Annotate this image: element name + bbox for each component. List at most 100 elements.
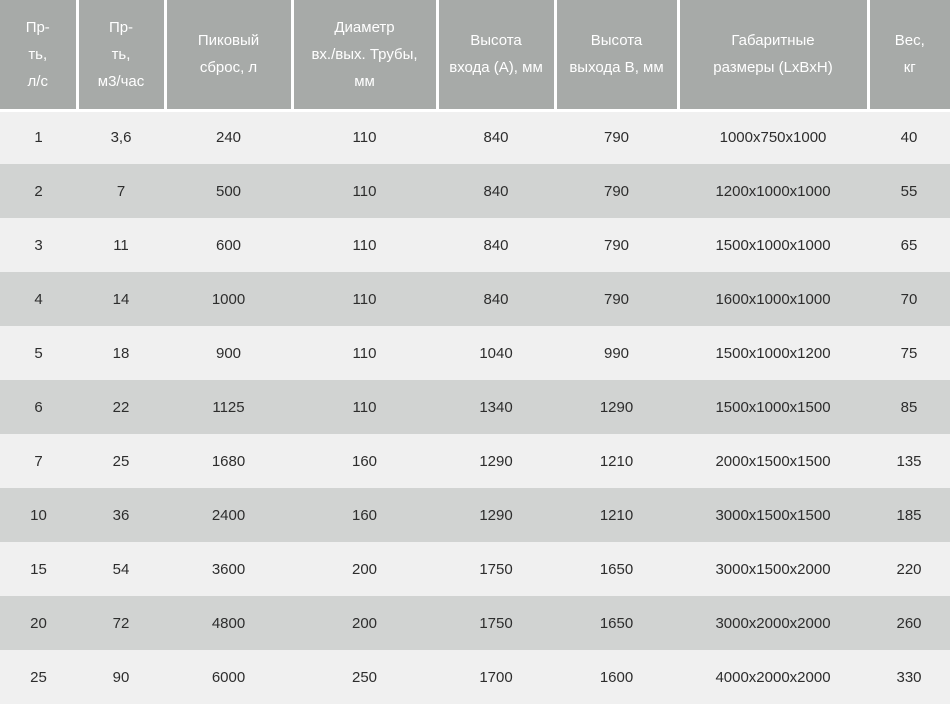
table-cell-flow-m3h: 25 [112,452,130,470]
table-cell-inlet-height: 840 [483,236,509,254]
column-header-weight: Вес, кг [866,0,950,112]
table-row: 20 72 4800 200 1750 1650 3000x2000x2000 260 [0,596,950,650]
table-cell-weight: 70 [900,290,918,308]
table-cell-outlet-height: 1600 [599,668,634,686]
table-cell-flow-m3h: 11 [113,236,129,254]
table-row: 2 7 500 110 840 790 1200x1000x1000 55 [0,164,950,218]
table-cell-dimensions: 1500x1000x1000 [715,236,831,254]
column-header-pipe-diameter: Диаметр вх./вых. Трубы, мм [290,0,437,112]
header-row: Пр- ть, л/с Пр- ть, м3/час Пиковый сброс, … [0,0,950,112]
table-cell-dimensions: 1600x1000x1000 [715,290,831,308]
table-row: 7 25 1680 160 1290 1210 2000x1500x1500 135 [0,434,950,488]
table-cell-dimensions: 3000x2000x2000 [715,614,831,632]
table-cell-outlet-height: 790 [603,236,630,254]
column-header-dimensions: Габаритные размеры (LxBxH) [676,0,868,112]
table-cell-peak-discharge: 4800 [211,614,246,632]
column-header-peak-discharge: Пиковый сброс, л [163,0,292,112]
table-cell-dimensions: 1500x1000x1500 [715,398,831,416]
table-cell-peak-discharge: 1680 [211,452,246,470]
table-cell-flow-m3h: 90 [112,668,130,686]
table-header: Пр- ть, л/с Пр- ть, м3/час Пиковый сброс, … [0,0,950,112]
table-cell-peak-discharge: 900 [215,344,242,362]
table-cell-peak-discharge: 1125 [212,398,245,416]
table-cell-weight: 220 [896,560,922,578]
table-cell-outlet-height: 1290 [599,398,634,416]
table-cell-flow-ls: 15 [30,560,47,578]
table-cell-inlet-height: 1040 [479,344,513,362]
table-cell-pipe-diameter: 160 [351,452,378,470]
table-cell-outlet-height: 990 [603,344,630,362]
table-cell-flow-ls: 10 [30,506,47,524]
table-cell-weight: 185 [896,506,922,524]
table-cell-pipe-diameter: 110 [352,290,377,308]
table-cell-inlet-height: 1290 [479,452,513,470]
table-cell-flow-ls: 7 [34,452,43,470]
table-cell-dimensions: 4000x2000x2000 [715,668,831,686]
table-cell-peak-discharge: 6000 [211,668,246,686]
table-cell-pipe-diameter: 110 [352,182,377,200]
table-cell-pipe-diameter: 200 [351,614,378,632]
table-cell-outlet-height: 1650 [599,560,634,578]
table-cell-inlet-height: 840 [483,129,509,147]
table-cell-flow-ls: 20 [30,614,47,632]
table-cell-flow-m3h: 14 [112,290,130,308]
table-row: 10 36 2400 160 1290 1210 3000x1500x1500 185 [0,488,950,542]
table-cell-weight: 85 [900,398,918,416]
table-row: 6 22 1125 110 1340 1290 1500x1000x1500 85 [0,380,950,434]
table-cell-pipe-diameter: 110 [352,344,377,362]
table-cell-outlet-height: 1650 [599,614,634,632]
table-cell-flow-ls: 2 [34,182,43,200]
table-cell-inlet-height: 1700 [479,668,513,686]
table-cell-peak-discharge: 600 [215,236,242,254]
table-cell-outlet-height: 1210 [599,452,634,470]
table-cell-pipe-diameter: 110 [352,236,377,254]
table-cell-pipe-diameter: 110 [352,398,377,416]
table-cell-inlet-height: 1750 [479,560,513,578]
table-cell-flow-ls: 5 [34,344,43,362]
table-row: 3 11 600 110 840 790 1500x1000x1000 65 [0,218,950,272]
table-cell-weight: 330 [896,668,922,686]
table-cell-flow-m3h: 18 [112,344,130,362]
table-cell-flow-ls: 3 [34,236,43,254]
table-cell-inlet-height: 1290 [479,506,513,524]
table-cell-peak-discharge: 1000 [211,290,246,308]
table-cell-dimensions: 1200x1000x1000 [715,182,831,200]
table-cell-dimensions: 3000x1500x1500 [715,506,831,524]
table-cell-flow-ls: 1 [34,129,43,147]
table-cell-pipe-diameter: 110 [352,129,377,147]
table-cell-outlet-height: 1210 [599,506,634,524]
table-row: 15 54 3600 200 1750 1650 3000x1500x2000 220 [0,542,950,596]
table-cell-flow-m3h: 7 [116,182,126,200]
column-header-outlet-height: Высота выхода В, мм [553,0,678,112]
table-cell-flow-m3h: 3,6 [110,129,132,147]
table-cell-inlet-height: 840 [483,290,509,308]
table-cell-pipe-diameter: 200 [351,560,378,578]
table-cell-outlet-height: 790 [603,182,630,200]
table-cell-pipe-diameter: 250 [351,668,378,686]
table-cell-dimensions: 1000x750x1000 [719,129,827,147]
table-row: 25 90 6000 250 1700 1600 4000x2000x2000 330 [0,650,950,704]
table-cell-flow-ls: 6 [34,398,43,416]
table-cell-dimensions: 1500x1000x1200 [715,344,831,362]
table-cell-dimensions: 2000x1500x1500 [715,452,831,470]
table-cell-inlet-height: 1750 [479,614,513,632]
table-cell-peak-discharge: 500 [215,182,242,200]
table-cell-flow-m3h: 54 [112,560,130,578]
table-cell-inlet-height: 1340 [479,398,513,416]
table-cell-weight: 40 [900,129,918,147]
table-cell-peak-discharge: 2400 [211,506,246,524]
table-cell-flow-m3h: 36 [112,506,130,524]
table-cell-peak-discharge: 240 [215,129,242,147]
table-row: 4 14 1000 110 840 790 1600x1000x1000 70 [0,272,950,326]
table-cell-weight: 55 [900,182,918,200]
table-cell-flow-m3h: 72 [112,614,130,632]
table-cell-dimensions: 3000x1500x2000 [715,560,831,578]
table-cell-outlet-height: 790 [603,129,630,147]
table-cell-flow-ls: 4 [34,290,43,308]
table-cell-weight: 65 [900,236,918,254]
table-body: 1 3,6 240 110 840 790 1000x750x1000 40 2 7 500 110 8… [0,110,950,704]
table-cell-outlet-height: 790 [603,290,630,308]
table-cell-flow-m3h: 22 [112,398,130,416]
